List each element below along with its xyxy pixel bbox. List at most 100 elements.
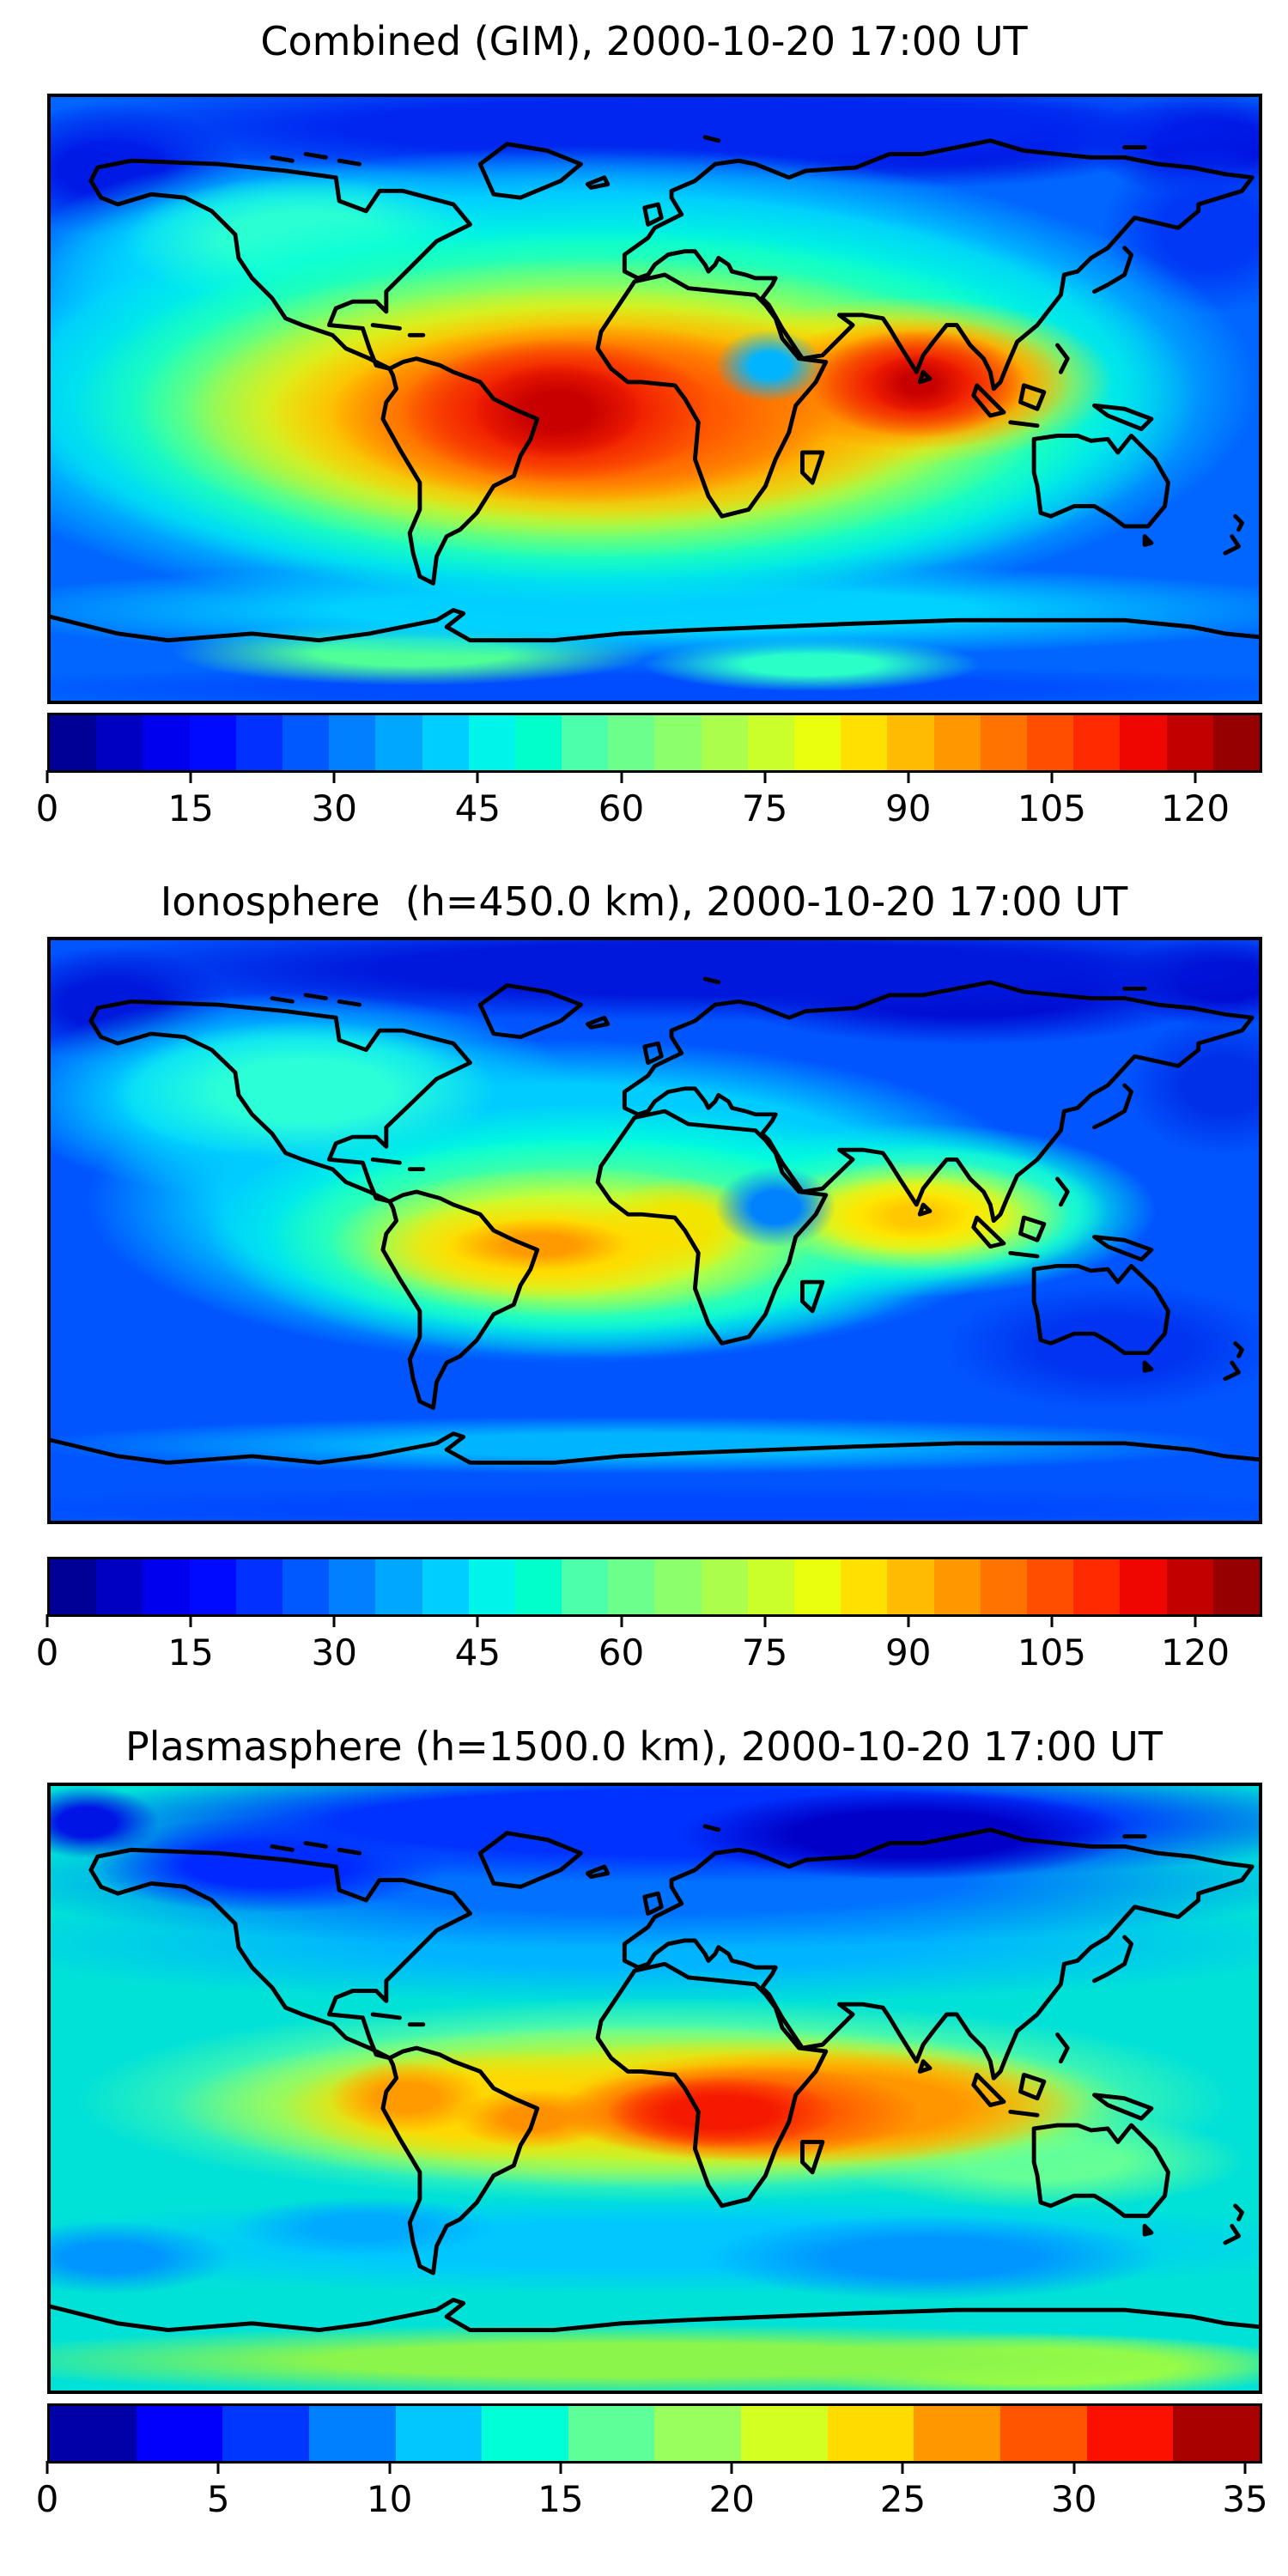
colorbar-tick-mark — [1194, 770, 1197, 783]
colorbar-segment — [747, 715, 794, 770]
colorbar-tick-label: 45 — [454, 787, 501, 829]
colorbar-segment — [841, 715, 888, 770]
coastlines-overlay — [51, 1786, 1259, 2391]
colorbar-tick-mark — [476, 770, 479, 783]
colorbar-segment — [933, 1559, 981, 1614]
colorbar-tick-mark — [332, 1614, 336, 1627]
colorbar-tick-mark — [559, 2461, 562, 2474]
colorbar-segment — [308, 2406, 396, 2461]
colorbar-gradient — [50, 1559, 1260, 1614]
colorbar-tick-label: 75 — [741, 1631, 788, 1674]
colorbar-tick-mark — [1050, 1614, 1054, 1627]
colorbar-tick-label: 10 — [366, 2478, 413, 2520]
colorbar-tick-label: 30 — [311, 1631, 357, 1674]
colorbar-tick-label: 90 — [885, 787, 932, 829]
colorbar-segment — [1026, 715, 1074, 770]
colorbar-segment — [1120, 1559, 1167, 1614]
map-combined-gim — [47, 94, 1262, 704]
colorbar-ticks: 0 15 30 45 60 75 90 105 120 — [36, 1614, 1262, 1679]
colorbar-tick-mark — [763, 770, 767, 783]
colorbar-tick-label: 25 — [879, 2478, 927, 2520]
colorbar-ticks: 0 5 10 15 20 25 30 35 — [36, 2461, 1268, 2525]
colorbar-tick-label: 0 — [35, 1631, 59, 1674]
colorbar-segment — [608, 715, 655, 770]
panel-title: Plasmasphere (h=1500.0 km), 2000-10-20 1… — [125, 1723, 1163, 1770]
colorbar-segment — [189, 715, 236, 770]
colorbar-segment — [741, 2406, 828, 2461]
colorbar-tick-label: 0 — [35, 787, 59, 829]
colorbar-segment — [654, 2406, 742, 2461]
colorbar-tick-mark — [1050, 770, 1054, 783]
coastlines-overlay — [51, 97, 1259, 701]
coastlines-overlay — [51, 940, 1259, 1521]
colorbar-segment — [222, 2406, 309, 2461]
colorbar-segment — [794, 715, 841, 770]
colorbar-tick-mark — [730, 2461, 733, 2474]
colorbar — [47, 713, 1262, 773]
colorbar-tick-mark — [1072, 2461, 1076, 2474]
colorbar-segment — [841, 1559, 888, 1614]
colorbar-segment — [1120, 715, 1167, 770]
colorbar-segment — [482, 2406, 568, 2461]
colorbar-tick-mark — [907, 770, 910, 783]
colorbar-segment — [827, 2406, 914, 2461]
colorbar-tick-label: 105 — [1017, 1631, 1086, 1674]
field — [51, 97, 1259, 701]
colorbar-segment — [1166, 1559, 1213, 1614]
map-ionosphere — [47, 937, 1262, 1524]
colorbar-tick-label: 35 — [1222, 2478, 1268, 2520]
colorbar-segment — [329, 1559, 376, 1614]
colorbar-segment — [980, 715, 1027, 770]
colorbar-segment — [654, 715, 702, 770]
colorbar — [47, 2403, 1262, 2464]
colorbar-tick-mark — [620, 1614, 623, 1627]
colorbar-tick-mark — [189, 1614, 192, 1627]
colorbar-tick-mark — [476, 1614, 479, 1627]
colorbar-segment — [701, 1559, 748, 1614]
colorbar-segment — [514, 715, 562, 770]
colorbar-segment — [189, 1559, 236, 1614]
colorbar-tick-mark — [46, 1614, 49, 1627]
colorbar-segment — [143, 715, 190, 770]
colorbar-segment — [568, 2406, 655, 2461]
colorbar-segment — [980, 1559, 1027, 1614]
colorbar-tick-mark — [907, 1614, 910, 1627]
colorbar-segment — [1000, 2406, 1087, 2461]
colorbar-segment — [468, 715, 515, 770]
colorbar-segment — [143, 1559, 190, 1614]
colorbar-segment — [235, 715, 283, 770]
colorbar-segment — [96, 715, 143, 770]
colorbar-tick-mark — [763, 1614, 767, 1627]
colorbar-segment — [1173, 2406, 1260, 2461]
colorbar-tick-mark — [332, 770, 336, 783]
colorbar-tick-mark — [189, 770, 192, 783]
colorbar-tick-label: 75 — [741, 787, 788, 829]
colorbar-tick-mark — [216, 2461, 220, 2474]
panel-title: Combined (GIM), 2000-10-20 17:00 UT — [260, 18, 1028, 64]
colorbar-tick-mark — [46, 770, 49, 783]
colorbar-tick-mark — [46, 2461, 49, 2474]
colorbar-segment — [562, 715, 609, 770]
colorbar-segment — [375, 1559, 422, 1614]
colorbar-segment — [329, 715, 376, 770]
colorbar-tick-label: 120 — [1160, 1631, 1230, 1674]
colorbar-segment — [96, 1559, 143, 1614]
colorbar-tick-mark — [1243, 2461, 1247, 2474]
colorbar-segment — [887, 715, 934, 770]
colorbar-segment — [562, 1559, 609, 1614]
colorbar-tick-label: 15 — [167, 1631, 214, 1674]
colorbar-segment — [50, 1559, 97, 1614]
colorbar-segment — [422, 715, 469, 770]
colorbar-segment — [608, 1559, 655, 1614]
colorbar-segment — [1086, 2406, 1174, 2461]
colorbar-segment — [933, 715, 981, 770]
colorbar-segment — [395, 2406, 483, 2461]
colorbar-tick-label: 20 — [708, 2478, 755, 2520]
colorbar-segment — [887, 1559, 934, 1614]
colorbar-tick-label: 120 — [1160, 787, 1230, 829]
colorbar-tick-label: 5 — [206, 2478, 230, 2520]
colorbar-tick-label: 30 — [311, 787, 357, 829]
field — [51, 940, 1259, 1521]
colorbar-tick-label: 105 — [1017, 787, 1086, 829]
